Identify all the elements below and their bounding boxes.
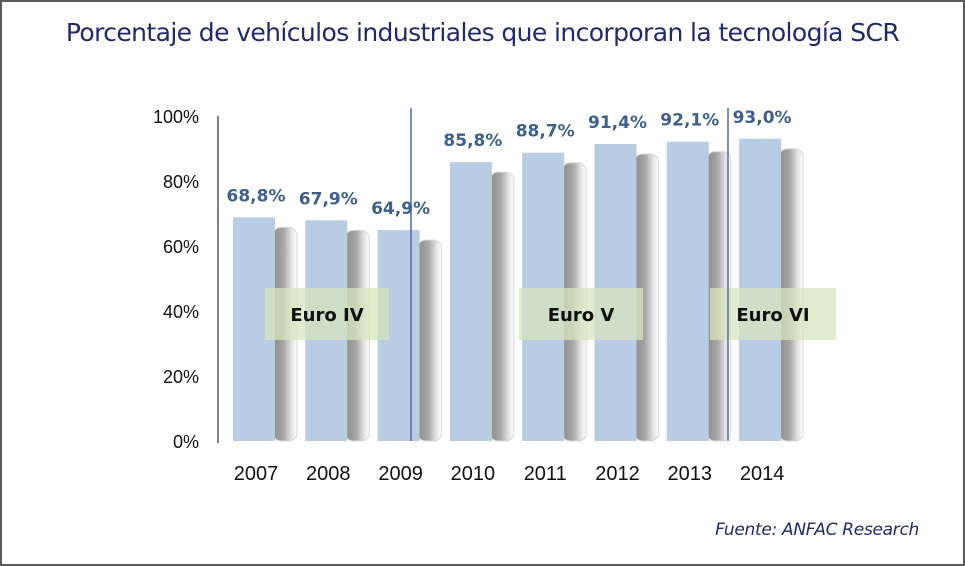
y-tick-label: 20%: [163, 367, 199, 387]
x-tick-label: 2009: [378, 463, 423, 485]
bar: [449, 162, 492, 441]
data-label: 93,0%: [733, 108, 792, 128]
emission-band: [710, 288, 836, 340]
y-tick-label: 60%: [163, 237, 199, 257]
data-label: 85,8%: [443, 131, 502, 151]
bar-shadow: [489, 172, 514, 441]
x-tick-label: 2013: [668, 463, 713, 485]
data-label: 68,8%: [227, 186, 286, 206]
bar-shadow: [417, 240, 442, 441]
emission-band-label: Euro V: [548, 305, 615, 326]
chart-title: Porcentaje de vehículos industriales que…: [65, 18, 900, 47]
x-tick-label: 2010: [451, 463, 496, 485]
x-tick-label: 2012: [595, 463, 640, 485]
data-label: 88,7%: [516, 122, 575, 142]
data-label: 67,9%: [299, 189, 358, 209]
x-tick-label: 2014: [740, 463, 785, 485]
y-tick-label: 100%: [153, 107, 199, 127]
data-label: 91,4%: [588, 113, 647, 133]
x-tick-label: 2011: [524, 463, 567, 485]
y-tick-label: 40%: [163, 302, 199, 322]
x-tick-label: 2008: [306, 463, 351, 485]
y-tick-label: 80%: [163, 172, 199, 192]
data-label: 64,9%: [371, 199, 430, 219]
source-note: Fuente: ANFAC Research: [715, 520, 919, 540]
emission-band: [519, 288, 643, 340]
data-label: 92,1%: [660, 111, 719, 131]
emission-band-label: Euro VI: [736, 305, 809, 326]
bar: [666, 141, 709, 442]
bar-shadow: [634, 153, 659, 441]
y-tick-label: 0%: [173, 432, 199, 452]
x-tick-label: 2007: [234, 463, 279, 485]
emission-band-label: Euro IV: [290, 305, 363, 326]
emission-band: [265, 288, 389, 340]
